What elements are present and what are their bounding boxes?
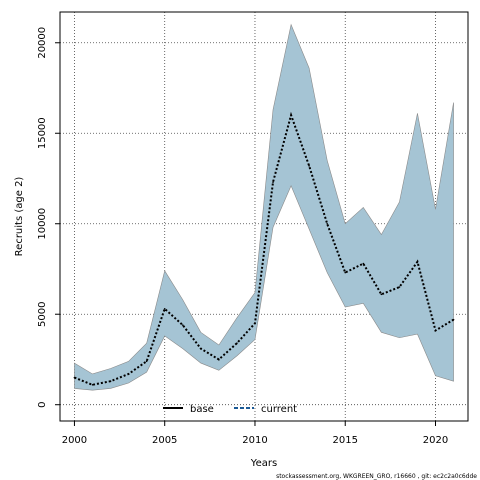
data-point-current-2015 [344, 271, 347, 274]
data-point-current-2014 [326, 222, 328, 225]
data-point-current-2006 [181, 324, 184, 326]
y-tick-label-15000: 15000 [37, 117, 48, 149]
x-tick-label-2010: 2010 [242, 435, 267, 446]
y-tick-label-10000: 10000 [37, 208, 48, 240]
data-point-current-2012 [290, 114, 292, 116]
data-point-current-2013 [308, 165, 310, 167]
data-point-current-2005 [163, 307, 166, 310]
data-point-current-2008 [218, 358, 220, 361]
x-axis: 2000 2005 2010 2015 2020 [62, 421, 448, 446]
data-point-current-2018 [398, 286, 401, 288]
credit-text: stockassessment.org, WKGREEN_GRO, r16660… [276, 473, 477, 480]
data-point-current-2003 [127, 373, 130, 375]
data-point-current-2009 [236, 342, 238, 344]
data-point-current-2011 [272, 181, 274, 183]
y-axis: 0 5000 10000 15000 20000 [37, 27, 60, 408]
data-point-current-2002 [109, 380, 112, 382]
series-lines [73, 111, 455, 386]
x-tick-label-2015: 2015 [333, 435, 358, 446]
x-tick-label-2000: 2000 [62, 435, 87, 446]
y-tick-label-20000: 20000 [37, 27, 48, 59]
x-tick-label-2020: 2020 [423, 435, 448, 446]
data-point-current-2016 [362, 262, 365, 265]
data-point-current-2020 [434, 329, 437, 332]
data-point-current-2021 [452, 318, 455, 321]
plot-frame [59, 11, 469, 422]
data-point-current-2007 [200, 347, 202, 350]
data-point-current-2004 [145, 360, 148, 363]
y-tick-label-0: 0 [37, 402, 48, 408]
confidence-band [74, 23, 454, 391]
data-point-current-2001 [91, 384, 94, 386]
y-tick-label-5000: 5000 [37, 301, 48, 326]
x-axis-title: Years [250, 458, 277, 469]
data-point-current-2010 [254, 322, 256, 325]
series-line-current [74, 111, 455, 386]
x-tick-label-2005: 2005 [152, 435, 177, 446]
y-axis-title: Recruits (age 2) [14, 177, 25, 257]
legend-label-current: current [261, 404, 297, 415]
data-point-current-2019 [416, 260, 419, 263]
legend: base current [163, 404, 297, 415]
data-point-current-2000 [73, 376, 76, 379]
data-point-current-2017 [380, 293, 383, 296]
legend-label-base: base [190, 404, 214, 415]
